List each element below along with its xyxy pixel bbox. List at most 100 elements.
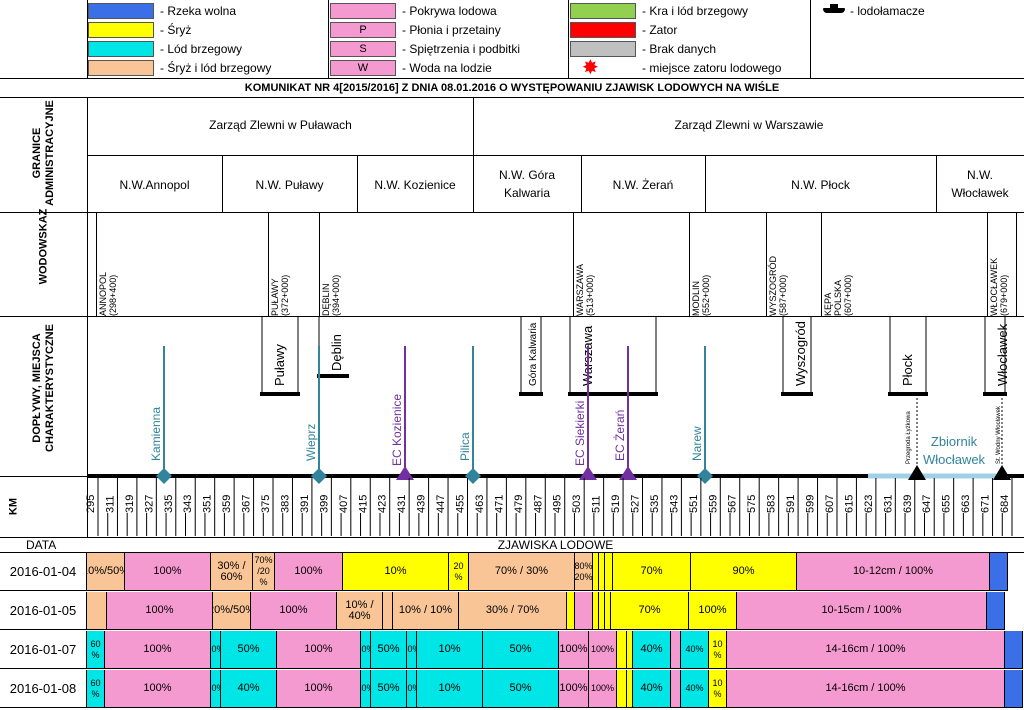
ice-segment: 10% xyxy=(343,553,449,591)
km-tick: 495 xyxy=(552,478,575,536)
tributary-label: Pilica xyxy=(458,432,472,461)
reservoir-label: Włocławek xyxy=(923,452,986,467)
divider xyxy=(87,155,1024,156)
icebreaker-icon-cabin xyxy=(830,4,838,9)
legend-label: - Śryż i lód brzegowy xyxy=(160,61,272,75)
tributary-label: Narew xyxy=(690,426,704,461)
ice-segment: 40% xyxy=(633,670,671,708)
legend-label: - Kra i lód brzegowy xyxy=(642,4,749,18)
km-tick-label: 684 xyxy=(999,495,1011,513)
km-tick: 615 xyxy=(843,478,867,536)
km-tick: 671 xyxy=(980,478,1003,536)
ice-segment: 100% xyxy=(277,631,361,669)
divider xyxy=(1016,212,1017,316)
ice-segment: 60 % xyxy=(87,631,105,669)
ice-segment: 10% xyxy=(417,631,483,669)
place-marker: Puławy xyxy=(260,316,300,396)
tributary-label: EC Kozienice xyxy=(390,394,404,466)
km-tick-label: 415 xyxy=(357,495,369,513)
divider xyxy=(473,155,474,212)
ice-segment: 100% xyxy=(105,670,211,708)
legend-label: - Zator xyxy=(642,23,678,37)
ice-segment xyxy=(383,592,393,630)
km-tick-label: 663 xyxy=(960,495,972,513)
ice-segment: 70% xyxy=(611,592,689,630)
km-tick: 527 xyxy=(630,478,653,536)
tributary-marker: Narew xyxy=(690,346,713,484)
ice-segment xyxy=(671,670,681,708)
km-tick-label: 367 xyxy=(241,495,253,513)
legend-label: - lodołamacze xyxy=(850,4,925,18)
divider xyxy=(568,0,569,78)
ice-segment: 40% xyxy=(681,631,709,669)
divider xyxy=(87,0,88,78)
km-tick-label: 599 xyxy=(805,495,817,513)
km-tick-label: 671 xyxy=(980,495,992,513)
km-tick: 431 xyxy=(396,478,420,536)
gauge-label: WARSZAWA (513+000) xyxy=(575,264,595,317)
tributary-marker: Pilica xyxy=(458,346,481,484)
km-tick: 583 xyxy=(766,478,789,536)
ice-segment: 30% xyxy=(407,670,417,708)
ice-jam-icon: ✸ xyxy=(582,57,599,79)
place-marker: Włocławek xyxy=(983,316,1010,396)
tributary-marker: EC Siekierki xyxy=(573,346,597,480)
row-date: 2016-01-04 xyxy=(0,553,87,591)
gauge-line xyxy=(319,212,320,316)
divider xyxy=(357,155,358,212)
zarzad-pulawy: Zarząd Zlewni w Puławach xyxy=(209,118,352,132)
ice-segment: 50% xyxy=(221,631,277,669)
divider xyxy=(810,0,811,78)
divider xyxy=(473,97,474,155)
km-tick-label: 295 xyxy=(85,495,97,513)
ice-segment: 10% / 10% xyxy=(393,592,459,630)
ice-segment xyxy=(987,592,1005,630)
km-tick-label: 479 xyxy=(513,495,525,513)
km-tick: 343 xyxy=(182,478,206,536)
place-label: Puławy xyxy=(272,344,287,386)
km-tick: 479 xyxy=(513,478,537,536)
km-tick: 359 xyxy=(221,478,245,536)
legend-code: W xyxy=(357,62,369,74)
legend-swatch xyxy=(570,3,636,19)
ice-segment: 50% xyxy=(371,631,407,669)
divider xyxy=(705,155,706,212)
km-tick: 375 xyxy=(260,478,284,536)
ice-segment: 100% xyxy=(105,631,211,669)
km-tick: 455 xyxy=(454,478,478,536)
place-label: Dęblin xyxy=(329,334,344,371)
km-tick: 567 xyxy=(727,478,750,536)
km-tick-label: 487 xyxy=(532,495,544,513)
ice-segment xyxy=(593,592,599,630)
ice-segment: 70% xyxy=(613,553,691,591)
ice-segment: 80% 20% xyxy=(575,553,593,591)
ice-segment: 70% / 30% xyxy=(469,553,575,591)
km-tick: 351 xyxy=(202,478,225,536)
river-diagram: Puławy Dęblin Góra Kalwaria Warszawa Wyszogr… xyxy=(85,316,1024,536)
km-tick-label: 447 xyxy=(435,495,447,513)
place-marker: Dęblin xyxy=(317,316,349,378)
divider xyxy=(0,212,1024,213)
nadzor-cell: N.W. Góra Kalwaria xyxy=(498,168,555,200)
ice-segment: 40% xyxy=(361,631,371,669)
km-tick-label: 551 xyxy=(688,495,700,513)
ice-segment xyxy=(593,553,599,591)
tributary-label: EC Żerań xyxy=(613,410,627,461)
zjawiska-label: ZJAWISKA LODOWE xyxy=(497,538,614,552)
km-tick: 463 xyxy=(474,478,498,536)
km-tick-label: 607 xyxy=(824,495,836,513)
km-tick-label: 503 xyxy=(571,495,583,513)
km-tick: 647 xyxy=(921,478,945,536)
ice-segment: 40% xyxy=(361,670,371,708)
ice-segment: 40% xyxy=(633,631,671,669)
data-header xyxy=(0,537,1024,553)
dam-label: St. Wodny Włocławek xyxy=(996,405,1002,464)
ice-segment xyxy=(617,631,627,669)
ice-segment xyxy=(599,592,605,630)
km-tick: 543 xyxy=(668,478,692,536)
legend-swatch xyxy=(570,41,636,57)
km-tick: 391 xyxy=(299,478,323,536)
km-tick-label: 575 xyxy=(746,495,758,513)
km-tick-label: 407 xyxy=(338,495,350,513)
gauge-label: PUŁAWY (372+000) xyxy=(270,274,290,316)
